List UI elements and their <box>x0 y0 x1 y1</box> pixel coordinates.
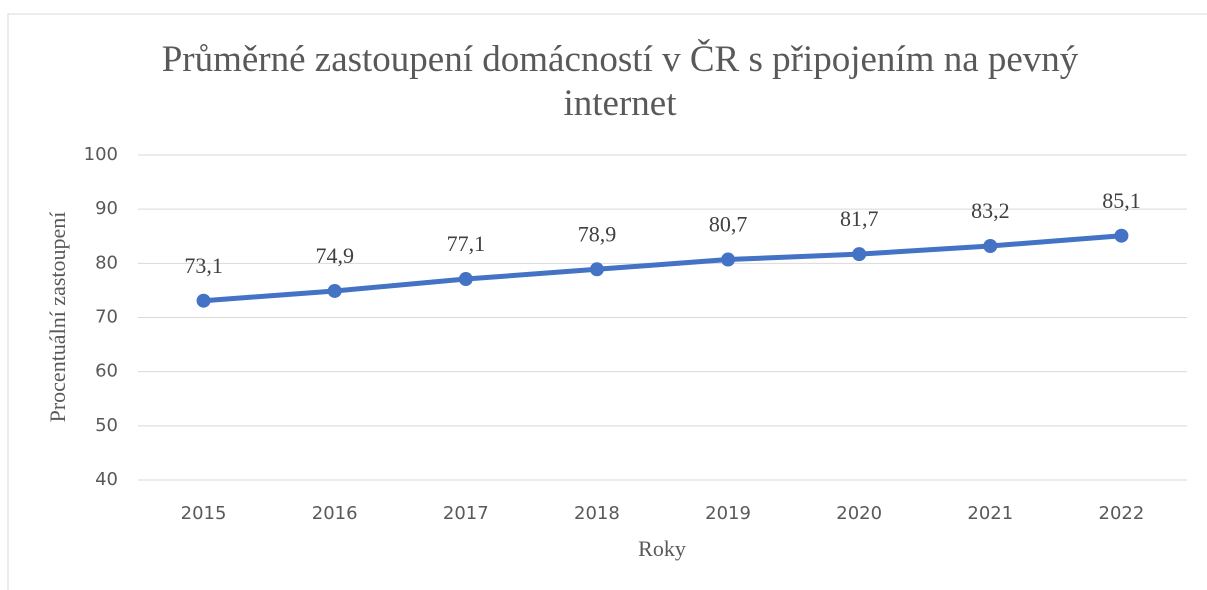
data-label: 83,2 <box>971 198 1010 223</box>
y-tick-label: 50 <box>95 415 118 436</box>
chart-title: Průměrné zastoupení domácností v ČR s př… <box>161 39 1079 124</box>
marker <box>983 239 998 253</box>
x-tick-label: 2016 <box>312 503 358 524</box>
marker <box>1114 228 1129 243</box>
data-label: 85,1 <box>1102 188 1141 213</box>
x-tick-label: 2020 <box>836 503 882 524</box>
marker <box>327 283 342 298</box>
y-tick-label: 80 <box>95 252 118 273</box>
x-tick-label: 2017 <box>443 503 489 524</box>
marker <box>852 247 867 262</box>
data-label: 73,1 <box>184 253 223 278</box>
marker <box>458 272 473 287</box>
data-label: 74,9 <box>315 243 354 268</box>
marker <box>721 252 736 267</box>
data-label: 81,7 <box>840 206 879 231</box>
y-tick-label: 60 <box>95 361 118 382</box>
x-tick-label: 2015 <box>181 503 227 524</box>
chart-border <box>7 13 1207 590</box>
x-tick-label: 2019 <box>705 503 751 524</box>
marker <box>589 262 604 277</box>
y-tick-label: 40 <box>95 469 118 490</box>
y-tick-label: 100 <box>84 144 118 165</box>
y-axis-label: Procentuální zastoupení <box>45 212 70 423</box>
y-tick-label: 90 <box>95 198 118 219</box>
x-axis-label: Roky <box>638 536 686 561</box>
x-tick-label: 2018 <box>574 503 620 524</box>
marker <box>196 293 211 308</box>
y-tick-label: 70 <box>95 307 118 328</box>
data-label: 78,9 <box>578 221 617 246</box>
data-label: 80,7 <box>709 212 748 237</box>
data-label: 77,1 <box>447 231 486 256</box>
line <box>203 233 1122 304</box>
x-tick-label: 2021 <box>967 503 1013 524</box>
x-tick-label: 2022 <box>1099 503 1145 524</box>
